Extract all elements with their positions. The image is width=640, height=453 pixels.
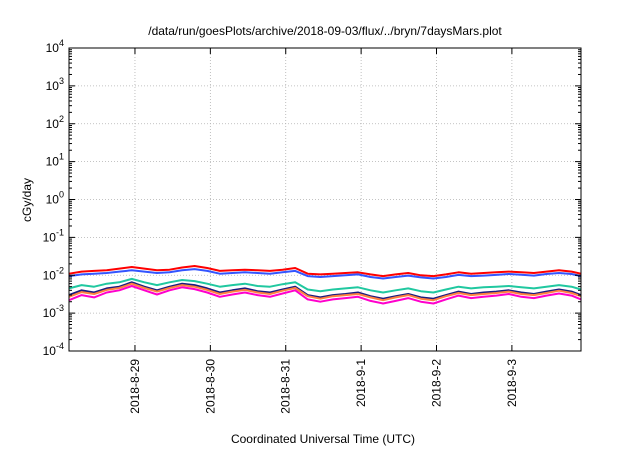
x-tick-label: 2018-8-31	[279, 359, 293, 414]
series-layer	[68, 265, 582, 305]
grid	[69, 48, 581, 351]
y-tick-label: 10-2	[43, 265, 64, 282]
x-tick-label: 2018-9-1	[354, 359, 368, 407]
y-tick-label: 101	[46, 152, 64, 169]
y-tick-label: 103	[46, 76, 64, 93]
series-line-6	[68, 285, 582, 305]
series-line-5	[68, 282, 582, 302]
x-axis-label: Coordinated Universal Time (UTC)	[231, 432, 415, 446]
x-tick-label: 2018-9-3	[505, 359, 519, 407]
series-line-2	[68, 268, 582, 280]
series-line-1	[68, 265, 582, 278]
tick-marks	[69, 47, 581, 352]
y-axis-label: cGy/day	[20, 178, 34, 222]
y-tick-label: 100	[46, 190, 64, 207]
y-tick-label: 10-4	[43, 341, 64, 358]
y-tick-label: 102	[46, 114, 64, 131]
x-tick-label: 2018-8-30	[203, 359, 217, 414]
x-tick-label: 2018-9-2	[430, 359, 444, 407]
series-line-4	[68, 281, 582, 300]
x-tick-label: 2018-8-29	[128, 359, 142, 414]
y-tick-label: 10-3	[43, 303, 64, 320]
chart-title: /data/run/goesPlots/archive/2018-09-03/f…	[148, 24, 502, 38]
y-tick-label: 104	[46, 38, 64, 55]
y-tick-labels: 104 103 102 101 100 10-1 10-2 10-3 10-4	[43, 38, 64, 358]
y-tick-label: 10-1	[43, 227, 64, 244]
series-line-3	[68, 277, 582, 294]
x-tick-labels: 2018-8-29 2018-8-30 2018-8-31 2018-9-1 2018-…	[128, 359, 519, 414]
